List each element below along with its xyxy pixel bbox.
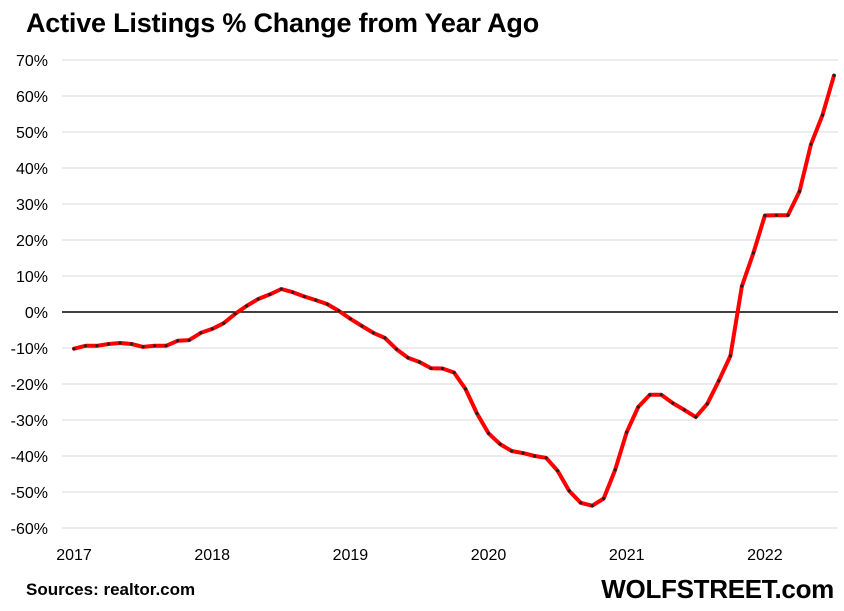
data-point [106,342,111,346]
data-point [337,309,341,313]
brand-watermark: WOLFSTREET.com [601,574,834,604]
x-tick-label: 2020 [471,547,507,564]
data-point [279,287,283,291]
data-point [383,336,387,340]
data-point [717,379,721,383]
y-tick-label: 70% [16,53,48,70]
y-tick-label: -20% [11,377,48,394]
data-point [72,347,76,351]
data-point [556,469,560,473]
data-point [164,344,168,348]
data-point [118,341,122,345]
data-point [245,304,249,308]
data-point [83,344,88,348]
x-axis-tick-labels: 2017 2018 2019 2020 2021 2022 [56,547,783,564]
data-point [659,393,663,397]
data-point [417,360,422,364]
y-tick-label: -60% [11,521,48,538]
data-point [498,442,502,446]
data-point [567,489,571,493]
y-tick-label: 50% [16,125,48,142]
x-tick-label: 2021 [609,547,645,564]
data-point [590,504,594,508]
data-point [625,430,629,434]
data-point [406,356,410,360]
data-point [130,342,134,346]
data-point [291,290,295,294]
data-point [371,331,375,335]
data-point [325,302,329,306]
data-point [533,454,537,458]
data-point [809,142,813,146]
series-active-listings [72,73,836,508]
data-point [797,189,802,193]
data-point [429,366,433,370]
data-point [95,344,99,348]
data-point [636,405,640,409]
y-tick-label: -40% [11,449,48,466]
data-point [199,331,203,335]
y-tick-label: 10% [16,269,48,286]
y-tick-label: 60% [16,89,48,106]
data-point [510,449,514,453]
data-point [314,298,318,302]
data-point [751,251,756,255]
y-tick-label: 0% [25,305,48,322]
y-axis-tick-labels: 70% 60% 50% 40% 30% 20% 10% 0% -10% -20% -30% -40% -… [11,53,48,538]
data-point [348,317,352,321]
chart-title: Active Listings % Change from Year Ago [26,8,540,38]
data-point [210,327,214,331]
data-point [774,213,779,217]
data-point [463,387,468,391]
data-point [786,213,790,217]
data-point [360,324,364,328]
data-point [671,401,675,405]
data-point [187,338,191,342]
data-point [579,501,583,505]
data-point [302,294,306,299]
data-point [602,496,606,501]
y-tick-label: -50% [11,485,48,502]
y-tick-label: 20% [16,233,48,250]
y-tick-label: -10% [11,341,48,358]
data-point [613,468,617,472]
data-point [521,451,525,455]
data-point [153,344,157,348]
y-tick-label: -30% [11,413,48,430]
series-line [72,73,836,508]
data-point [440,366,445,371]
data-point [486,431,491,435]
x-tick-label: 2018 [194,547,230,564]
data-point [256,297,260,301]
x-tick-label: 2022 [747,547,783,564]
data-point [705,402,709,406]
data-point [832,73,836,78]
data-point [694,415,698,419]
data-point [820,113,825,117]
data-point [740,284,744,288]
data-point [648,393,652,397]
data-point [452,370,456,375]
y-tick-label: 30% [16,197,48,214]
data-point [268,292,272,296]
data-point [763,213,767,218]
data-point [544,456,548,460]
data-point [728,354,733,358]
data-point [233,312,237,316]
data-point [682,408,686,412]
gridlines [62,59,838,529]
y-tick-label: 40% [16,161,48,178]
x-tick-label: 2017 [56,547,92,564]
data-point [475,411,479,416]
data-point [394,347,398,351]
data-point [141,345,145,349]
x-tick-label: 2019 [333,547,369,564]
data-point [222,321,226,325]
data-point [176,339,180,343]
source-note: Sources: realtor.com [26,580,196,599]
